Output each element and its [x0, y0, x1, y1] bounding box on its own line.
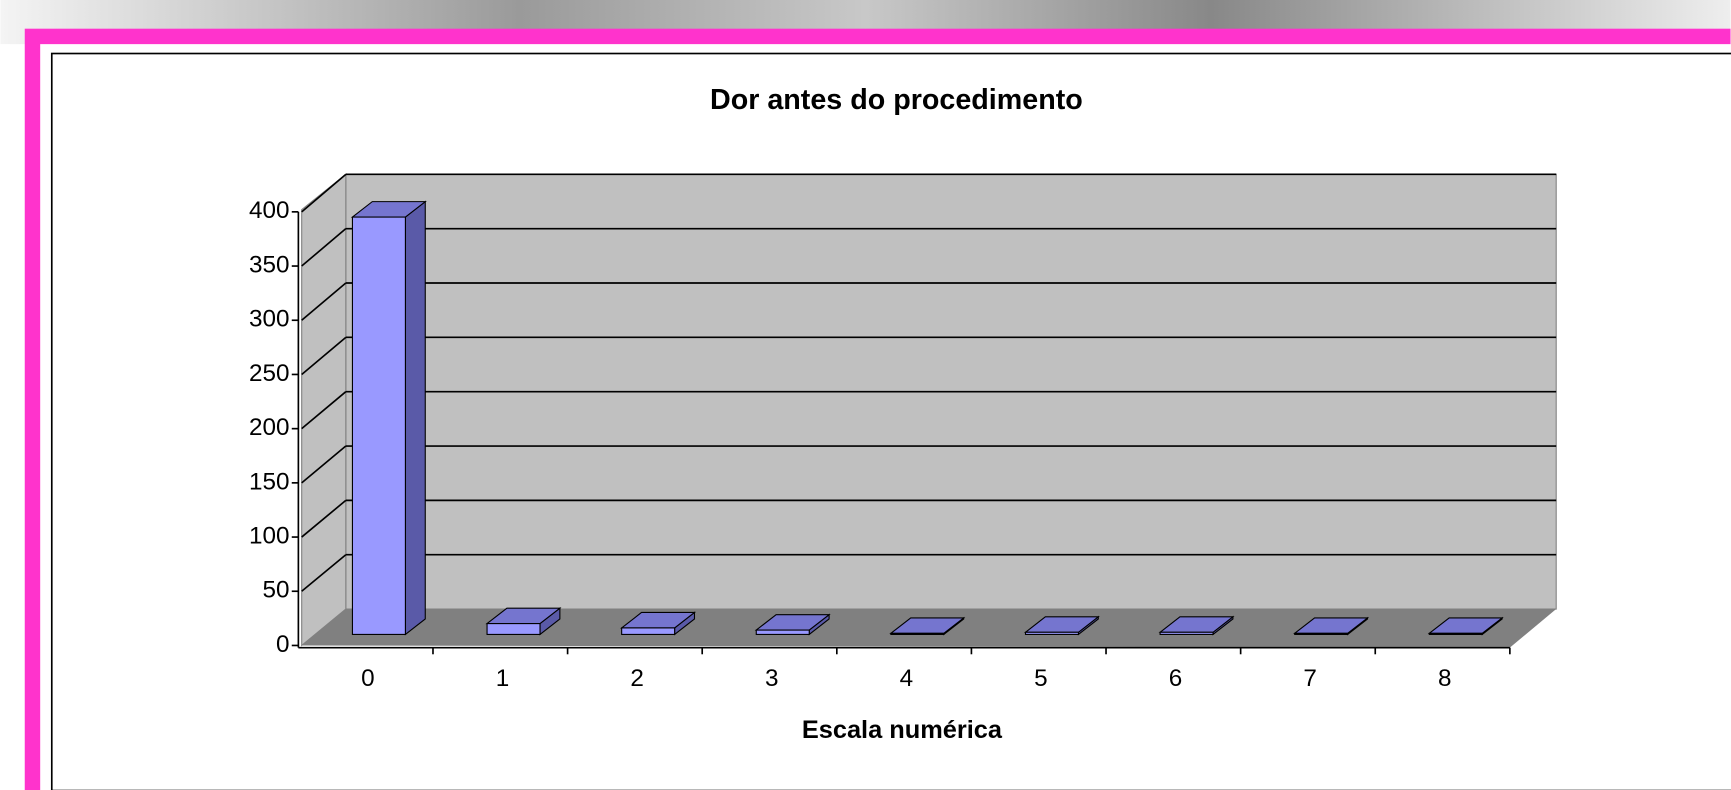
x-tick-label: 2 [630, 665, 643, 692]
y-tick-label: 200 [249, 414, 290, 441]
grid-line-side [301, 336, 347, 376]
grid-line-side [301, 282, 347, 321]
y-tick-label: 250 [249, 360, 290, 387]
grid-line-side [301, 445, 347, 484]
bar [1428, 632, 1483, 635]
y-tick-label: 0 [276, 631, 290, 658]
bar [621, 627, 676, 635]
bar [890, 632, 945, 635]
y-tick-label: 300 [249, 306, 290, 333]
x-tick-label: 3 [765, 665, 778, 692]
x-tick-label: 6 [1169, 665, 1183, 692]
y-tick-label: 400 [249, 197, 290, 224]
y-tick-label: 150 [249, 468, 290, 495]
grid-line-side [301, 173, 347, 213]
x-tick-label: 0 [361, 665, 375, 692]
bar [1024, 631, 1079, 635]
x-tick-label: 4 [900, 665, 913, 692]
bar-side [404, 200, 426, 636]
x-axis-label: Escala numérica [802, 716, 1003, 744]
bar [1159, 631, 1214, 635]
bar [351, 216, 406, 635]
x-tick-label: 5 [1034, 665, 1048, 692]
grid-line-side [301, 499, 347, 538]
grid-line-side [301, 228, 347, 267]
bar [486, 623, 541, 635]
chart-title: Dor antes do procedimento [710, 84, 1083, 116]
grid-line-side [301, 554, 347, 592]
bar [1294, 632, 1349, 635]
y-tick-label: 50 [263, 577, 290, 604]
y-tick-label: 100 [249, 522, 290, 549]
bar [755, 629, 810, 635]
x-tick-label: 1 [496, 665, 510, 692]
x-tick-label: 8 [1438, 665, 1452, 692]
x-tick-label: 7 [1303, 665, 1317, 692]
y-tick-label: 350 [249, 251, 290, 278]
grid-line-side [301, 391, 347, 430]
